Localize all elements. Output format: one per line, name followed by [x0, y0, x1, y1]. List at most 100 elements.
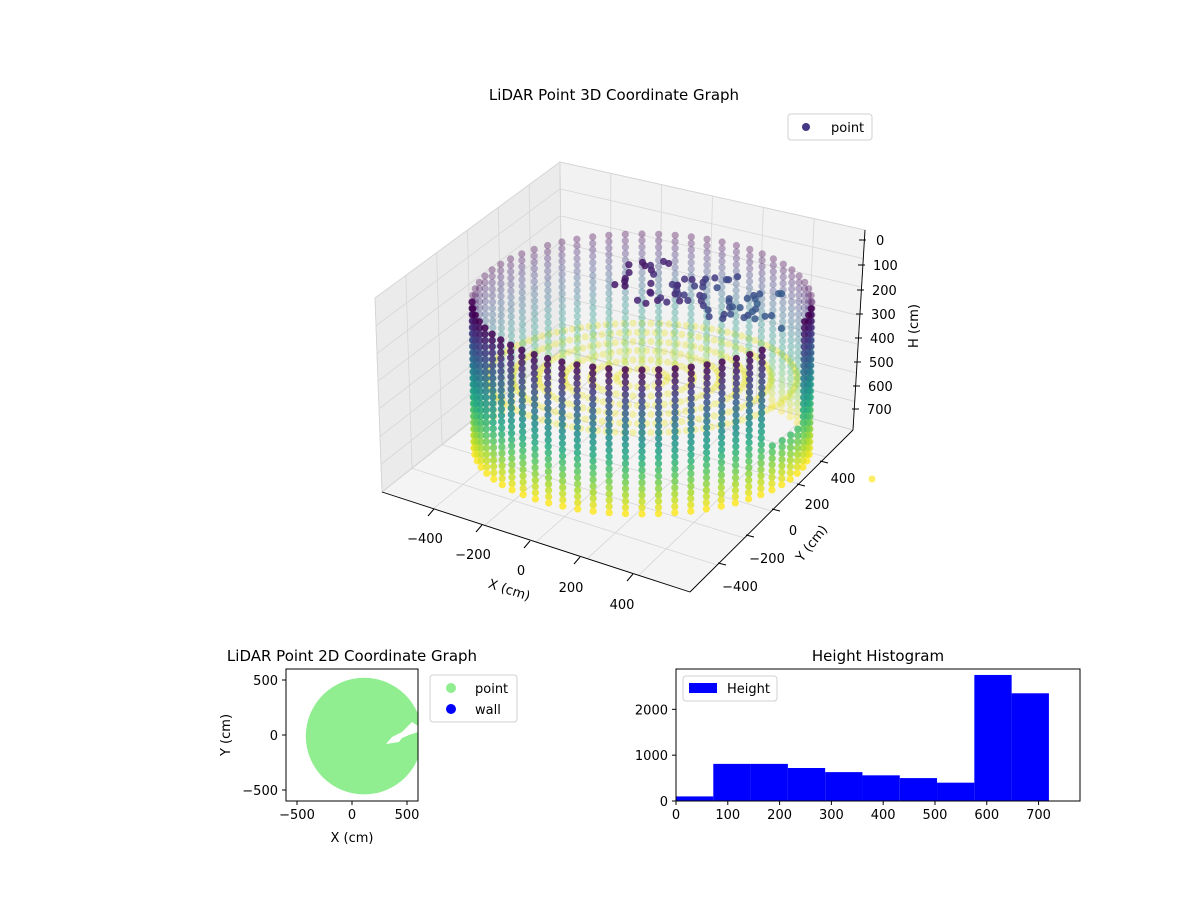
point-3d [488, 368, 497, 376]
point-3d [482, 400, 490, 408]
point-3d [507, 280, 515, 289]
point-3d [507, 300, 515, 308]
point-3d [671, 471, 679, 479]
point-3d [655, 288, 663, 296]
point-3d [589, 336, 597, 344]
point-3d [553, 328, 561, 336]
point-3d [558, 283, 566, 291]
point-3d [688, 275, 696, 284]
point-3d [732, 361, 741, 369]
point-3d [681, 275, 689, 283]
grid-line [377, 242, 561, 382]
point-3d [544, 318, 552, 327]
point-3d [647, 392, 655, 400]
point-3d [530, 265, 538, 273]
point-3d [497, 286, 505, 294]
point-3d [605, 296, 613, 304]
legend-3d[interactable]: point [787, 113, 873, 141]
point-3d [718, 396, 726, 404]
legend-histogram[interactable]: Height [682, 675, 778, 702]
point-3d [638, 397, 646, 405]
point-3d [794, 317, 803, 325]
point-3d [723, 420, 731, 428]
point-3d [508, 473, 516, 481]
point-3d [768, 370, 776, 378]
point-3d [574, 492, 582, 500]
point-3d [605, 231, 613, 239]
point-3d [544, 367, 552, 375]
point-3d [605, 365, 613, 373]
point-3d [784, 393, 792, 401]
point-3d [611, 409, 619, 417]
point-3d [687, 444, 695, 453]
point-3d [476, 304, 484, 312]
point-3d [497, 342, 505, 350]
x-tick-mark [523, 540, 531, 549]
point-3d [530, 284, 539, 292]
point-3d [718, 296, 726, 304]
point-3d [559, 490, 567, 498]
point-3d [800, 381, 808, 389]
point-3d [745, 451, 753, 459]
point-3d [489, 393, 497, 401]
point-3d [605, 276, 613, 284]
point-3d [589, 444, 597, 453]
point-3d [565, 365, 573, 373]
point-3d [671, 509, 679, 517]
point-3d [476, 400, 484, 408]
point-3d [612, 374, 620, 382]
histogram-bar [937, 782, 975, 801]
point-3d [718, 377, 726, 385]
point-3d [565, 400, 573, 408]
point-3d [621, 288, 630, 296]
point-3d [638, 307, 646, 315]
point-3d [703, 334, 711, 342]
point-3d [671, 308, 679, 317]
point-3d [508, 454, 516, 462]
point-3d [638, 356, 646, 364]
point-3d [544, 436, 552, 444]
point-3d [786, 400, 794, 408]
point-3d [497, 260, 505, 268]
point-3d [717, 347, 726, 355]
point-3d [489, 374, 497, 382]
histogram-bar [787, 768, 826, 801]
point-3d [612, 358, 620, 366]
point-3d [573, 248, 581, 256]
point-3d [525, 336, 533, 344]
point-3d [559, 483, 567, 491]
point-3d [703, 261, 711, 269]
point-3d [758, 263, 766, 271]
point-3d [718, 408, 726, 416]
point-3d [718, 270, 726, 278]
point-3d [605, 415, 613, 423]
point-3d [687, 407, 695, 415]
point-3d [654, 466, 663, 474]
point-3d [655, 378, 663, 386]
point-3d [717, 452, 726, 460]
point-3d [687, 304, 695, 312]
point-3d [558, 251, 566, 259]
point-3d [621, 314, 630, 322]
point-3d [621, 453, 630, 461]
point-3d [768, 404, 776, 412]
point-3d [703, 417, 711, 425]
point-3d [599, 398, 607, 406]
point-3d [589, 476, 597, 484]
point-3d [621, 422, 630, 430]
point-3d [621, 243, 630, 251]
point-3d [769, 287, 777, 295]
point-3d [778, 468, 786, 476]
point-3d [498, 430, 506, 438]
point-3d [787, 343, 795, 351]
point-3d [718, 421, 726, 429]
point-3d [476, 343, 484, 351]
point-3d [768, 338, 777, 346]
point-3d [728, 303, 737, 311]
legend-2d[interactable]: point wall [429, 674, 518, 723]
point-3d [664, 374, 672, 382]
point-3d [616, 400, 624, 408]
point-3d [655, 230, 663, 238]
point-3d [531, 413, 539, 421]
point-3d [801, 318, 809, 326]
